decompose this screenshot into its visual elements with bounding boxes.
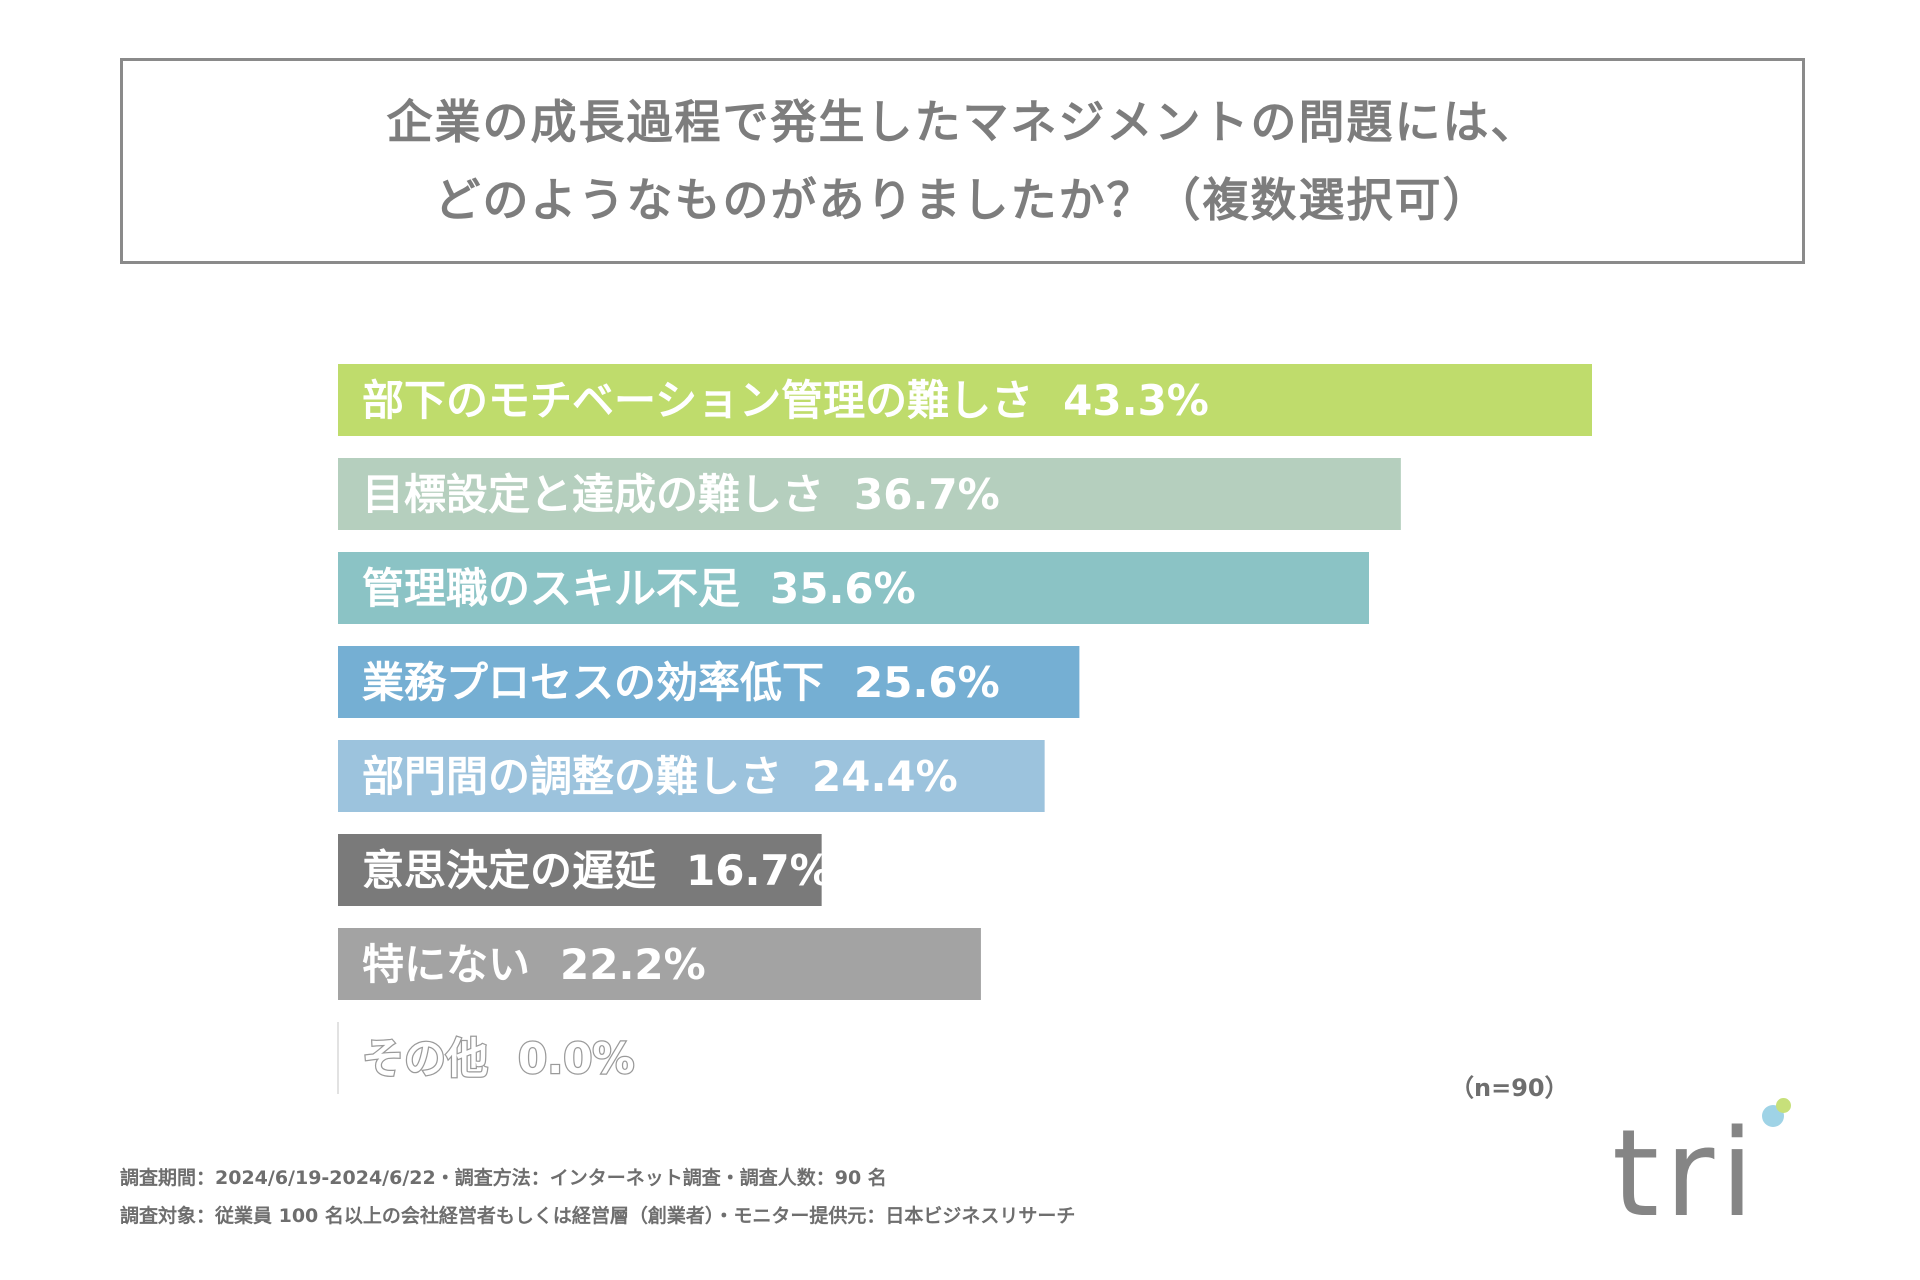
bar-value-label: 16.7% xyxy=(686,846,832,895)
bar xyxy=(338,458,1401,530)
bar xyxy=(338,834,822,906)
bar-value-label: 35.6% xyxy=(770,564,916,613)
bar-category-label: 業務プロセスの効率低下 xyxy=(362,658,824,707)
logo-dot-green xyxy=(1776,1098,1791,1113)
bar-group: 部下のモチベーション管理の難しさ 43.3% xyxy=(338,364,1592,436)
bar-group: 業務プロセスの効率低下 25.6% xyxy=(338,646,1080,718)
tri-logo: tri xyxy=(1612,1095,1812,1235)
bar-group: 部門間の調整の難しさ 24.4% xyxy=(338,740,1045,812)
bar xyxy=(338,740,1045,812)
bar xyxy=(338,928,981,1000)
title-box: 企業の成長過程で発生したマネジメントの問題には、 どのようなものがありましたか？… xyxy=(120,58,1805,264)
bar-group: 意思決定の遅延 16.7% xyxy=(338,834,832,906)
bar-value-label: 0.0% xyxy=(518,1034,634,1083)
sample-size: （n=90） xyxy=(1450,1074,1569,1102)
bar-value-label: 43.3% xyxy=(1063,376,1209,425)
bar xyxy=(338,364,1592,436)
bar-value-label: 36.7% xyxy=(854,470,1000,519)
bar-category-label: 部門間の調整の難しさ xyxy=(362,752,782,801)
footnote-survey-period: 調査期間：2024/6/19-2024/6/22・調査方法：インターネット調査・… xyxy=(120,1167,887,1189)
bar-value-label: 22.2% xyxy=(560,940,706,989)
bar-value-label: 25.6% xyxy=(854,658,1000,707)
bar xyxy=(338,646,1080,718)
bar-category-label: 管理職のスキル不足 xyxy=(362,564,740,613)
bar-category-label: その他 xyxy=(362,1034,488,1083)
logo-text: tri xyxy=(1612,1105,1760,1244)
bar-group: 目標設定と達成の難しさ 36.7% xyxy=(338,458,1401,530)
bar xyxy=(338,552,1370,624)
bar-value-label: 24.4% xyxy=(812,752,958,801)
bar-group: 特にない 22.2% xyxy=(338,928,981,1000)
title-line-1: 企業の成長過程で発生したマネジメントの問題には、 xyxy=(386,95,1539,149)
bar-category-label: 部下のモチベーション管理の難しさ xyxy=(362,376,1033,425)
bar-group: 管理職のスキル不足 35.6% xyxy=(338,552,1370,624)
bar-category-label: 意思決定の遅延 xyxy=(362,846,656,895)
bar-group: その他 0.0% xyxy=(337,1022,636,1094)
bar-category-label: 特にない xyxy=(362,940,530,989)
title-line-2: どのようなものがありましたか？（複数選択可） xyxy=(434,173,1491,227)
bar-category-label: 目標設定と達成の難しさ xyxy=(362,470,824,519)
footnote-survey-target: 調査対象：従業員 100 名以上の会社経営者もしくは経営層（創業者）・モニター提… xyxy=(120,1205,1076,1227)
